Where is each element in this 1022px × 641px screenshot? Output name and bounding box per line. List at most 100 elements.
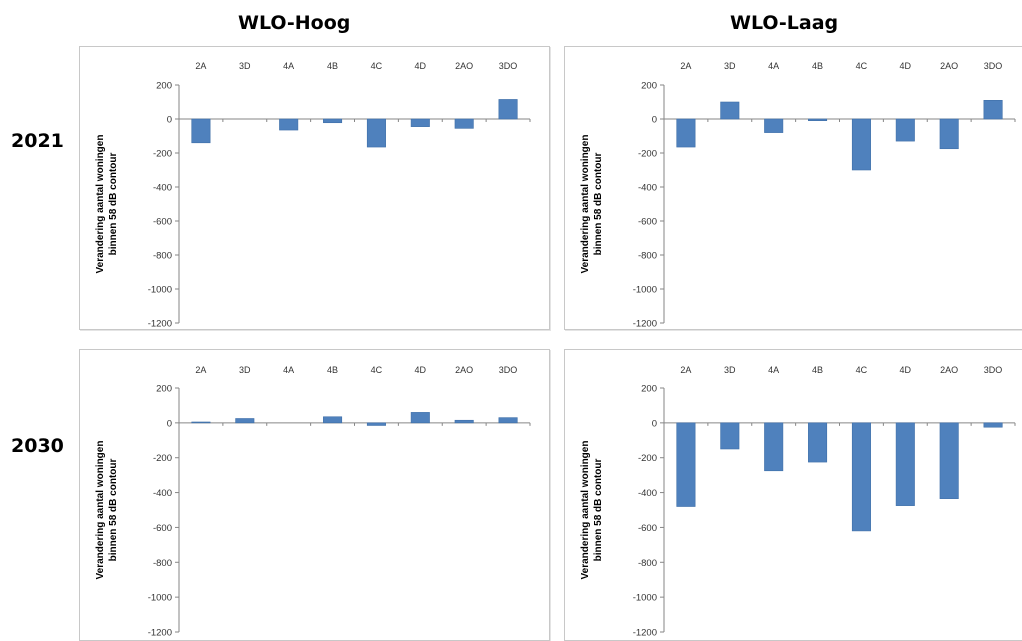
bar-3d [720,101,740,120]
y-axis-label: binnen 58 dB contour [108,459,119,562]
bar-2ao [939,422,959,499]
chart-panel-wlo-hoog-2030: 200 0 -200 -400 -600 -800 -1000 -1200 Veranderin… [79,349,550,641]
y-axis-label: Verandering aantal woningen [95,135,106,274]
y-tick-label: -1200 [633,628,657,639]
y-tick-label: 0 [652,115,657,126]
bar-4c [366,118,386,148]
bar-3do [498,417,518,424]
y-tick-label: -1200 [633,319,657,330]
y-tick-label: -400 [153,183,172,194]
y-tick-label: -800 [638,251,657,262]
bar-3d [720,422,740,450]
y-tick-label: -200 [638,453,657,464]
category-label: 2AO [940,365,958,375]
y-tick-label: -600 [638,217,657,228]
bar-4d [895,118,915,142]
y-tick-label: -200 [638,149,657,160]
bar-4c [851,118,871,171]
row-title-2021: 2021 [11,130,64,152]
category-label: 2AO [455,61,473,71]
y-tick-label: 0 [167,115,172,126]
category-label: 4A [283,61,294,71]
bar-2a [191,118,211,144]
category-label: 3D [724,61,736,71]
category-label: 4B [812,365,823,375]
y-tick-label: 200 [156,81,172,92]
chart-svg: 200 0 -200 -400 -600 -800 -1000 -1200 Veranderin… [580,365,1016,639]
bar-3do [498,99,518,120]
bar-4a [764,118,784,133]
bar-2a [676,422,696,507]
bar-3do [983,422,1003,428]
category-label: 4C [371,365,383,375]
bar-3d [235,418,255,424]
y-axis-label: Verandering aantal woningen [580,441,591,580]
chart-svg: 200 0 -200 -400 -600 -800 -1000 -1200 Veranderin… [95,365,531,639]
y-axis-label: binnen 58 dB contour [593,153,604,256]
bar-2a [191,421,211,424]
category-label: 3D [724,365,736,375]
y-tick-label: -800 [153,558,172,569]
y-tick-label: 0 [652,418,657,429]
column-title-wlo-laag: WLO-Laag [730,12,839,34]
y-tick-label: -200 [153,149,172,160]
y-tick-label: -1000 [633,593,657,604]
bar-3do [983,99,1003,120]
bar-2ao [939,118,959,150]
y-tick-label: 200 [641,384,657,395]
category-label: 4D [415,365,427,375]
category-label: 2A [195,61,206,71]
category-label: 2A [680,365,691,375]
chart-svg: 200 0 -200 -400 -600 -800 -1000 -1200 Veranderin… [580,61,1016,330]
y-tick-label: -400 [153,488,172,499]
chart-panel-wlo-laag-2030: 200 0 -200 -400 -600 -800 -1000 -1200 Veranderin… [564,349,1022,641]
bar-4b [323,416,343,424]
y-tick-label: -1000 [148,285,172,296]
category-label: 4C [371,61,383,71]
y-tick-label: -800 [638,558,657,569]
category-label: 4C [856,365,868,375]
bar-2ao [454,118,474,129]
chart-panel-wlo-laag-2021: 200 0 -200 -400 -600 -800 -1000 -1200 Veranderin… [564,46,1022,330]
bar-4b [808,422,828,463]
bar-4c [366,422,386,426]
y-axis-label: binnen 58 dB contour [108,153,119,256]
category-label: 4D [900,365,912,375]
y-tick-label: -200 [153,453,172,464]
category-label: 2A [680,61,691,71]
y-axis-label: Verandering aantal woningen [95,441,106,580]
y-tick-label: -400 [638,488,657,499]
category-label: 2AO [940,61,958,71]
category-label: 4B [812,61,823,71]
y-tick-label: 0 [167,418,172,429]
y-tick-label: -600 [153,217,172,228]
y-tick-label: 200 [156,384,172,395]
y-tick-label: -1200 [148,628,172,639]
row-title-2030: 2030 [11,435,64,457]
y-axis-label: Verandering aantal woningen [580,135,591,274]
y-tick-label: -1000 [633,285,657,296]
category-label: 3D [239,365,251,375]
y-tick-label: -600 [638,523,657,534]
bar-4d [410,118,430,127]
y-tick-label: -1000 [148,593,172,604]
y-axis-label: binnen 58 dB contour [593,459,604,562]
chart-panel-wlo-hoog-2021: 200 0 -200 -400 -600 -800 -1000 -1200 Veranderin… [79,46,550,330]
chart-svg: 200 0 -200 -400 -600 -800 -1000 -1200 Veranderin… [95,61,531,330]
category-label: 3DO [499,365,518,375]
bar-4b [323,118,343,124]
y-tick-label: -400 [638,183,657,194]
category-label: 3DO [499,61,518,71]
category-label: 4D [900,61,912,71]
category-label: 3DO [984,61,1003,71]
bar-2ao [454,419,474,424]
category-label: 2AO [455,365,473,375]
category-label: 3D [239,61,251,71]
category-label: 4C [856,61,868,71]
column-title-wlo-hoog: WLO-Hoog [238,12,351,34]
category-label: 4A [768,61,779,71]
category-label: 4A [283,365,294,375]
bar-4b [808,118,828,121]
category-label: 4B [327,365,338,375]
y-tick-label: -1200 [148,319,172,330]
